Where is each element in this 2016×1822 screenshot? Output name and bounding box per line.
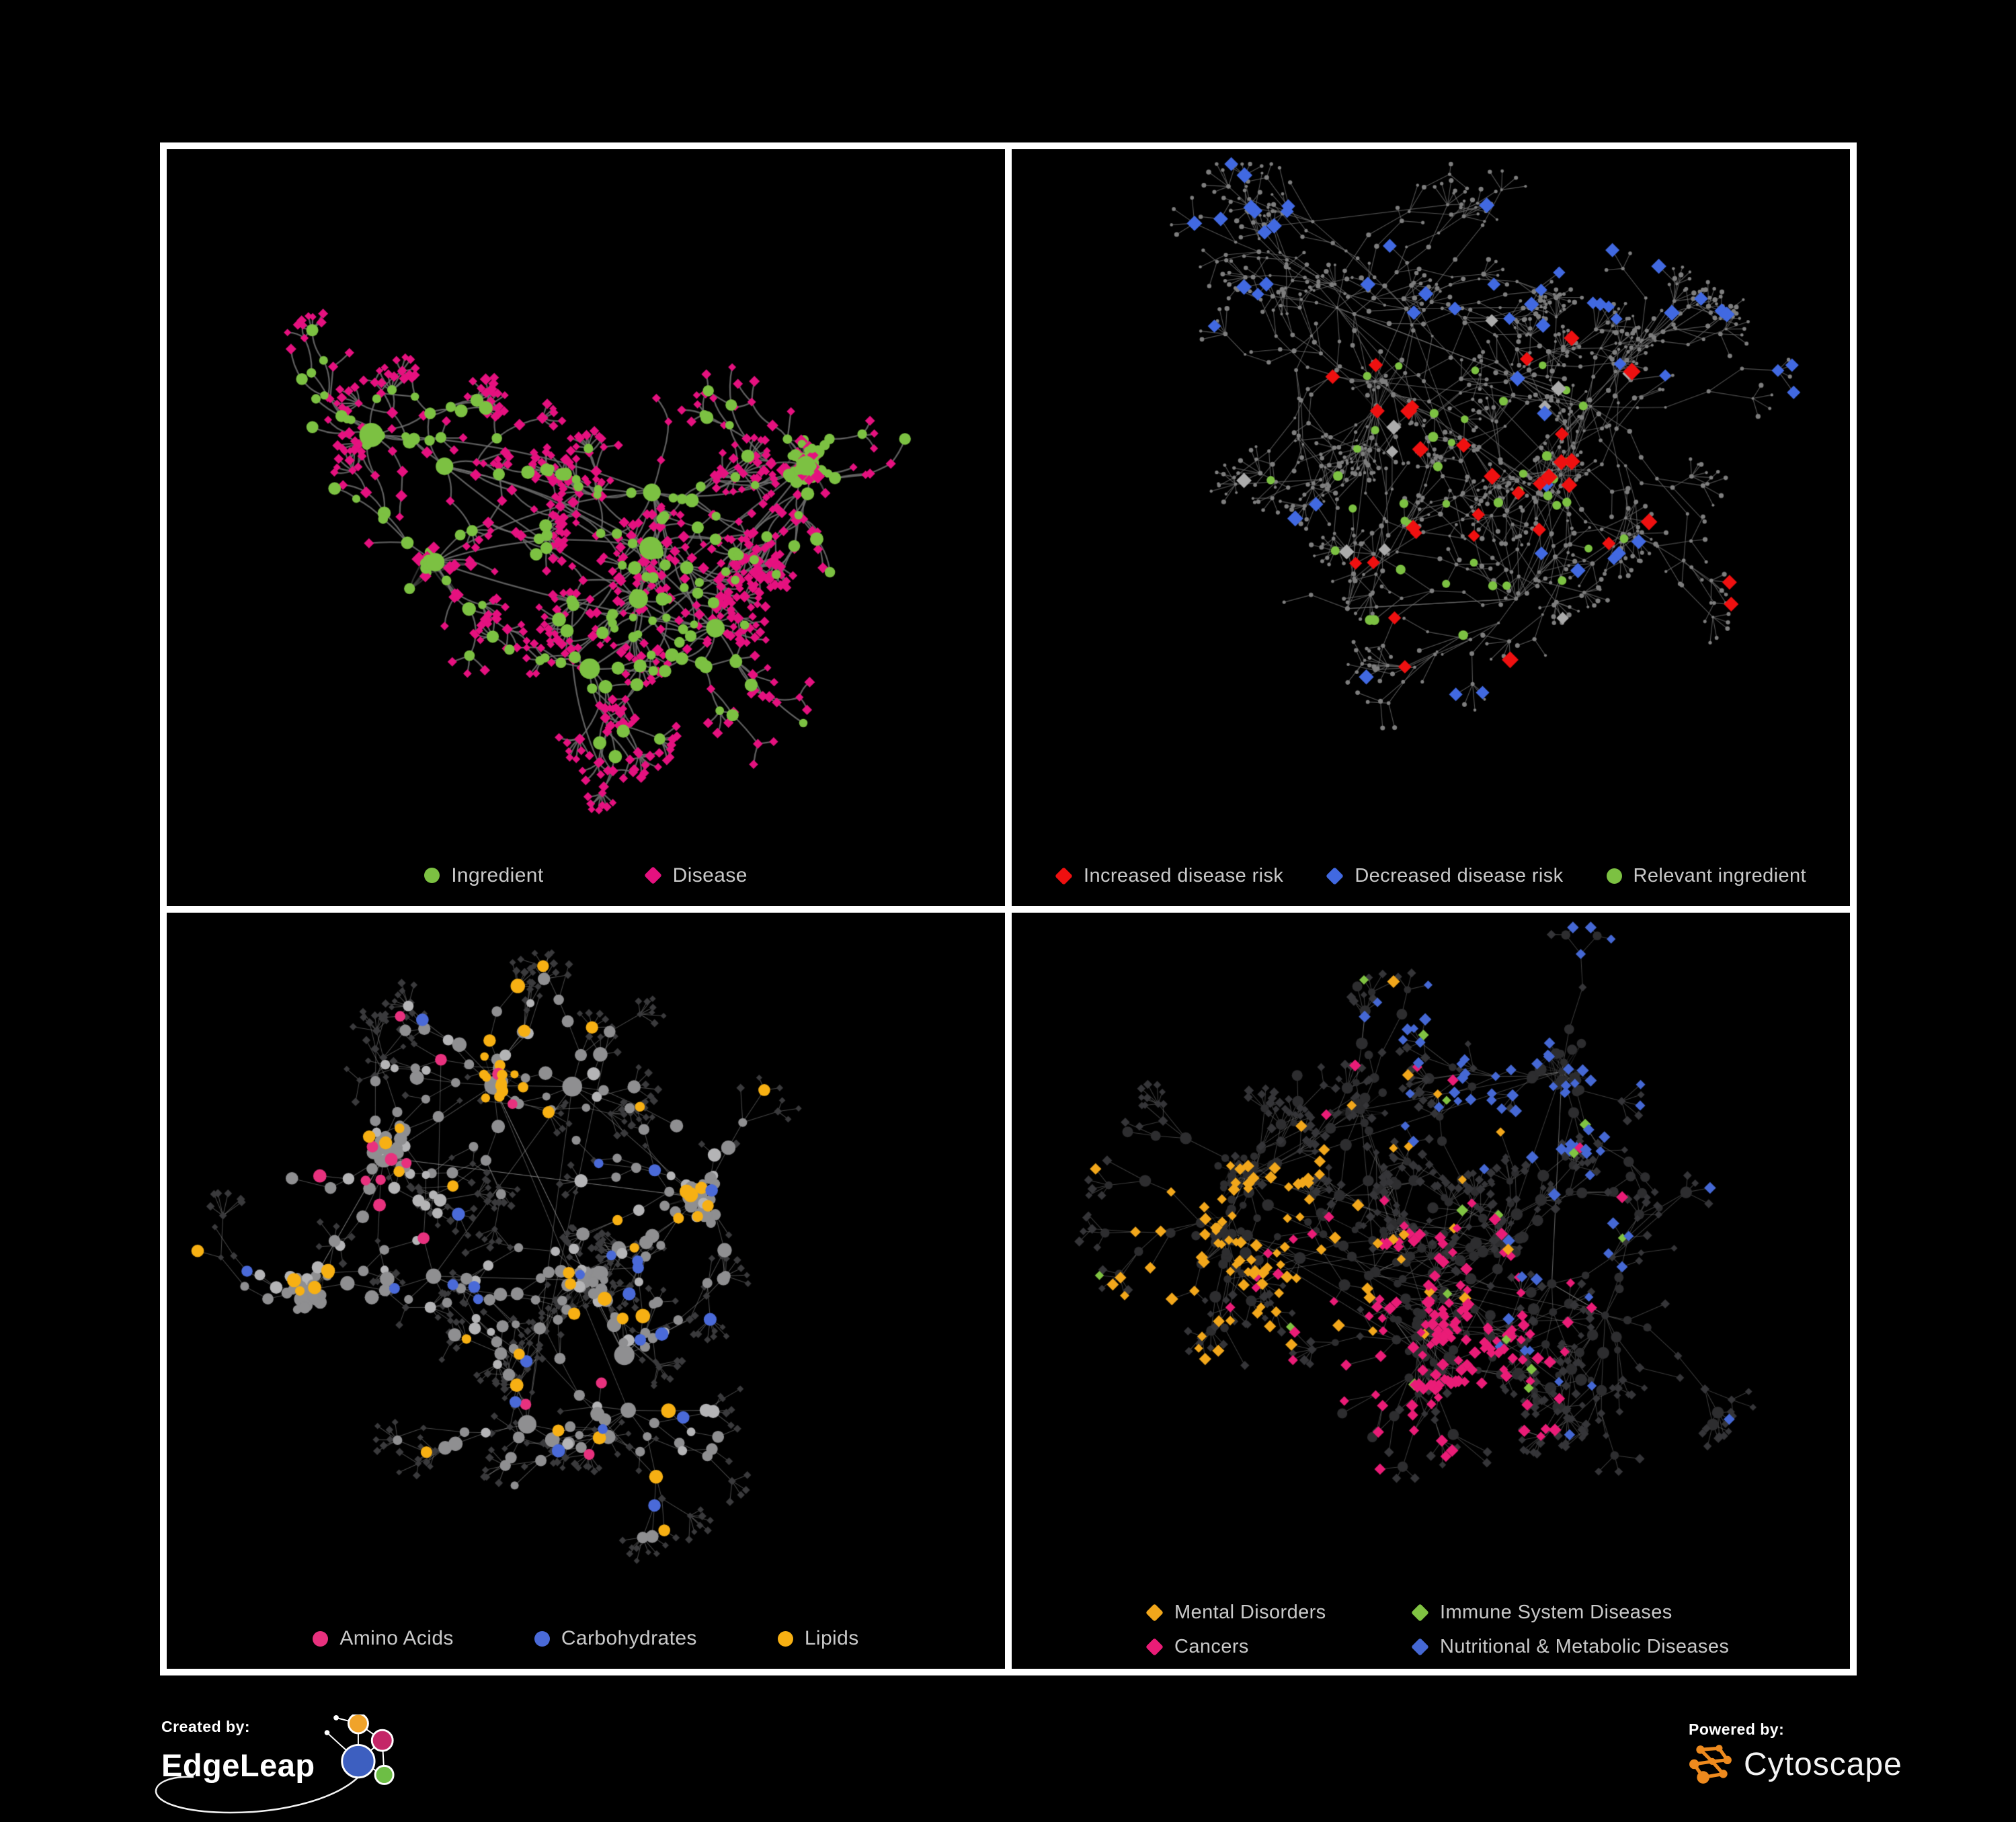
- legend-item-increased-risk: Increased disease risk: [1055, 865, 1283, 887]
- cytoscape-wordmark: Cytoscape: [1744, 1746, 1902, 1782]
- legend-label: Amino Acids: [339, 1627, 454, 1649]
- legend-disease-categories: Mental Disorders Immune System Diseases …: [1145, 1602, 1850, 1658]
- legend-label: Cancers: [1174, 1636, 1249, 1657]
- ingredient-circle-icon: [424, 868, 440, 883]
- legend-ingredient-disease: Ingredient Disease: [167, 864, 1005, 887]
- edgeleap-wordmark: EdgeLeap: [161, 1747, 315, 1783]
- nutritional-metabolic-diamond-icon: [1411, 1638, 1429, 1656]
- immune-diseases-diamond-icon: [1411, 1604, 1429, 1622]
- increased-risk-diamond-icon: [1055, 866, 1073, 885]
- panel-disease-risk: Increased disease risk Decreased disease…: [1012, 149, 1850, 906]
- legend-label: Nutritional & Metabolic Diseases: [1440, 1636, 1730, 1657]
- legend-label: Mental Disorders: [1174, 1602, 1326, 1623]
- network-canvas-nutrient-classes: [167, 912, 1005, 1669]
- created-by-block: Created by: EdgeLeap: [155, 1714, 396, 1814]
- cancers-diamond-icon: [1145, 1638, 1164, 1656]
- carbohydrates-circle-icon: [534, 1630, 550, 1647]
- cytoscape-logo: Cytoscape: [1689, 1741, 1902, 1787]
- legend-label: Increased disease risk: [1083, 864, 1284, 886]
- created-by-label: Created by:: [161, 1718, 251, 1735]
- legend-item-mental-disorders: Mental Disorders: [1145, 1602, 1412, 1624]
- legend-label: Relevant ingredient: [1633, 864, 1807, 886]
- mental-disorders-diamond-icon: [1145, 1604, 1164, 1622]
- legend-item-ingredient: Ingredient: [424, 864, 543, 887]
- legend-item-nutritional-metabolic: Nutritional & Metabolic Diseases: [1411, 1636, 1850, 1658]
- decreased-risk-diamond-icon: [1326, 866, 1344, 885]
- relevant-ingredient-circle-icon: [1606, 868, 1622, 884]
- legend-item-amino-acids: Amino Acids: [313, 1627, 453, 1650]
- network-canvas-ingredient-disease: [167, 149, 1005, 906]
- disease-diamond-icon: [643, 866, 662, 884]
- network-canvas-disease-categories: [1012, 912, 1850, 1669]
- legend-item-relevant-ingredient: Relevant ingredient: [1606, 864, 1807, 887]
- lipids-circle-icon: [777, 1630, 793, 1647]
- legend-label: Carbohydrates: [561, 1627, 697, 1649]
- legend-item-carbohydrates: Carbohydrates: [534, 1627, 697, 1650]
- legend-disease-risk: Increased disease risk Decreased disease…: [1012, 865, 1850, 887]
- legend-label: Disease: [672, 864, 748, 886]
- legend-item-decreased-risk: Decreased disease risk: [1326, 865, 1563, 887]
- panel-disease-categories: Mental Disorders Immune System Diseases …: [1012, 912, 1850, 1669]
- panel-nutrient-classes: Amino Acids Carbohydrates Lipids: [167, 912, 1005, 1669]
- panel-ingredient-disease: Ingredient Disease: [167, 149, 1005, 906]
- legend-item-immune-diseases: Immune System Diseases: [1411, 1602, 1850, 1624]
- legend-nutrient-classes: Amino Acids Carbohydrates Lipids: [167, 1627, 1005, 1650]
- amino-acids-circle-icon: [313, 1630, 329, 1647]
- network-canvas-disease-risk: [1012, 149, 1850, 906]
- legend-label: Immune System Diseases: [1440, 1602, 1672, 1623]
- legend-label: Ingredient: [451, 864, 544, 886]
- legend-item-cancers: Cancers: [1145, 1636, 1412, 1658]
- powered-by-label: Powered by:: [1689, 1721, 1785, 1738]
- legend-label: Decreased disease risk: [1355, 864, 1564, 886]
- powered-by-block: Powered by: Cytoscape: [1689, 1721, 1902, 1787]
- edgeleap-logo: EdgeLeap: [155, 1714, 396, 1814]
- edgeleap-network-icon: [324, 1714, 395, 1785]
- cytoscape-network-icon: [1689, 1745, 1732, 1784]
- legend-item-lipids: Lipids: [777, 1627, 859, 1650]
- edgeleap-swoosh-icon: [155, 1750, 369, 1814]
- legend-label: Lipids: [804, 1627, 859, 1649]
- panel-grid: Ingredient Disease Increased disease ris…: [160, 142, 1857, 1675]
- legend-item-disease: Disease: [643, 864, 748, 887]
